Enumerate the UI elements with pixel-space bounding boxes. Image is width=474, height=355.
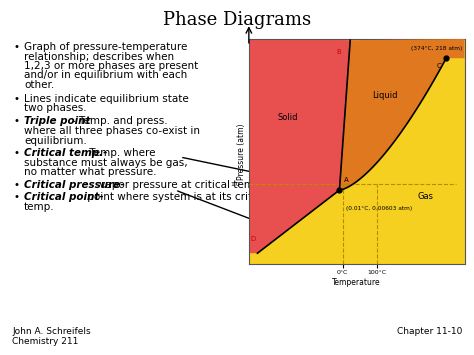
Text: •: • <box>14 93 20 104</box>
Text: Triple point: Triple point <box>24 116 91 126</box>
Text: equilibrium.: equilibrium. <box>24 136 87 146</box>
Text: •: • <box>14 180 20 190</box>
Text: Solid: Solid <box>277 114 298 122</box>
Text: Critical point-: Critical point- <box>24 192 104 202</box>
Text: Phase Diagrams: Phase Diagrams <box>163 11 311 29</box>
Text: relationship; describes when: relationship; describes when <box>24 51 174 61</box>
Text: A: A <box>344 177 348 183</box>
Text: D: D <box>250 236 255 242</box>
Text: Liquid: Liquid <box>372 91 398 100</box>
Text: 1,2,3 or more phases are present: 1,2,3 or more phases are present <box>24 61 198 71</box>
Text: Lines indicate equilibrium state: Lines indicate equilibrium state <box>24 93 189 104</box>
Text: C: C <box>437 63 442 69</box>
Polygon shape <box>339 39 465 190</box>
Text: and/or in equilibrium with each: and/or in equilibrium with each <box>24 71 187 81</box>
Text: Critical temp.-: Critical temp.- <box>24 148 108 158</box>
Text: Graph of pressure-temperature: Graph of pressure-temperature <box>24 42 187 52</box>
Text: •: • <box>14 192 20 202</box>
Text: other.: other. <box>24 80 54 90</box>
Text: 1.0: 1.0 <box>230 182 240 187</box>
Text: no matter what pressure.: no matter what pressure. <box>24 167 156 177</box>
Text: two phases.: two phases. <box>24 103 87 113</box>
Text: B: B <box>337 49 342 55</box>
Text: (0.01°C, 0.00603 atm): (0.01°C, 0.00603 atm) <box>346 206 412 211</box>
Text: Temp. where: Temp. where <box>86 148 155 158</box>
Text: where all three phases co-exist in: where all three phases co-exist in <box>24 126 200 136</box>
Y-axis label: Pressure (atm): Pressure (atm) <box>237 124 246 180</box>
X-axis label: Temperature: Temperature <box>332 278 381 287</box>
Text: John A. Schreifels
Chemistry 211: John A. Schreifels Chemistry 211 <box>12 327 91 346</box>
Text: - Temp. and press.: - Temp. and press. <box>72 116 168 126</box>
Text: •: • <box>14 148 20 158</box>
Text: Gas: Gas <box>418 192 434 201</box>
Text: •: • <box>14 42 20 52</box>
Text: •: • <box>14 116 20 126</box>
Text: (374°C, 218 atm): (374°C, 218 atm) <box>411 46 462 51</box>
Text: Critical pressure-: Critical pressure- <box>24 180 125 190</box>
Text: point where system is at its critical pressure and: point where system is at its critical pr… <box>84 192 342 202</box>
Text: vapor pressure at critical temp.: vapor pressure at critical temp. <box>96 180 264 190</box>
Text: temp.: temp. <box>24 202 55 212</box>
Polygon shape <box>249 39 350 253</box>
Text: substance must always be gas,: substance must always be gas, <box>24 158 188 168</box>
Text: Chapter 11-10: Chapter 11-10 <box>397 327 462 336</box>
